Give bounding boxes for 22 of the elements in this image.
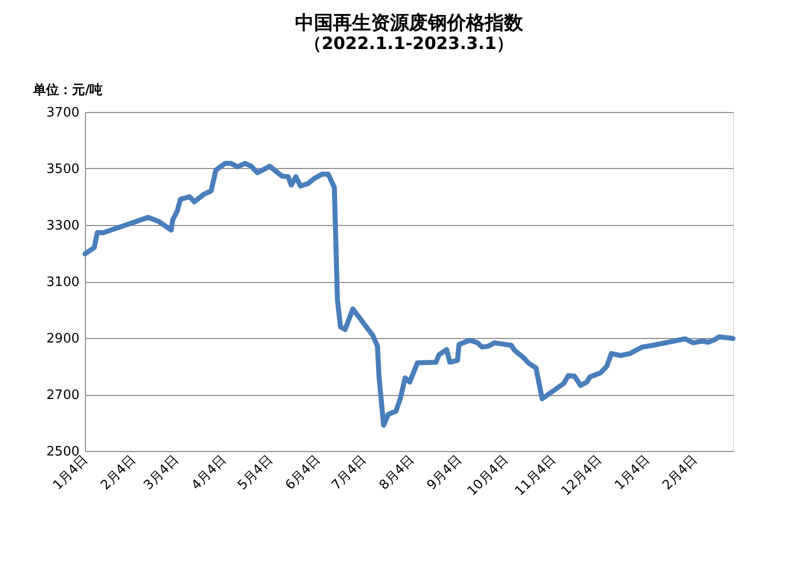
x-tick-label: 3月4日 (141, 452, 182, 494)
y-tick-label: 2700 (46, 388, 80, 403)
x-tick-label: 1月4日 (612, 452, 653, 494)
x-tick-label: 7月4日 (329, 452, 370, 494)
x-tick-label: 12月4日 (558, 452, 606, 500)
x-tick-label: 8月4日 (376, 452, 418, 494)
x-tick-label: 6月4日 (282, 452, 324, 494)
x-tick-label: 11月4日 (512, 452, 560, 500)
x-tick-label: 9月4日 (424, 452, 466, 494)
text: 单位：元/吨 (32, 82, 103, 98)
y-tick-label: 2900 (46, 332, 80, 346)
y-tick-label: 3700 (46, 106, 80, 120)
x-tick-label: 5月4日 (235, 452, 276, 494)
chart-title: 中国再生资源废钢价格指数 (295, 12, 524, 34)
y-tick-label: 3500 (46, 162, 80, 177)
y-tick-label: 3300 (46, 218, 80, 234)
chart-subtitle: （2022.1.1-2023.3.1） (304, 34, 514, 54)
x-tick-label: 2月4日 (98, 452, 139, 494)
x-tick-label: 4月4日 (188, 452, 230, 494)
x-tick-label: 2月4日 (660, 452, 701, 494)
x-tick-label: 10月4日 (464, 452, 512, 500)
y-tick-label: 3100 (46, 275, 80, 290)
